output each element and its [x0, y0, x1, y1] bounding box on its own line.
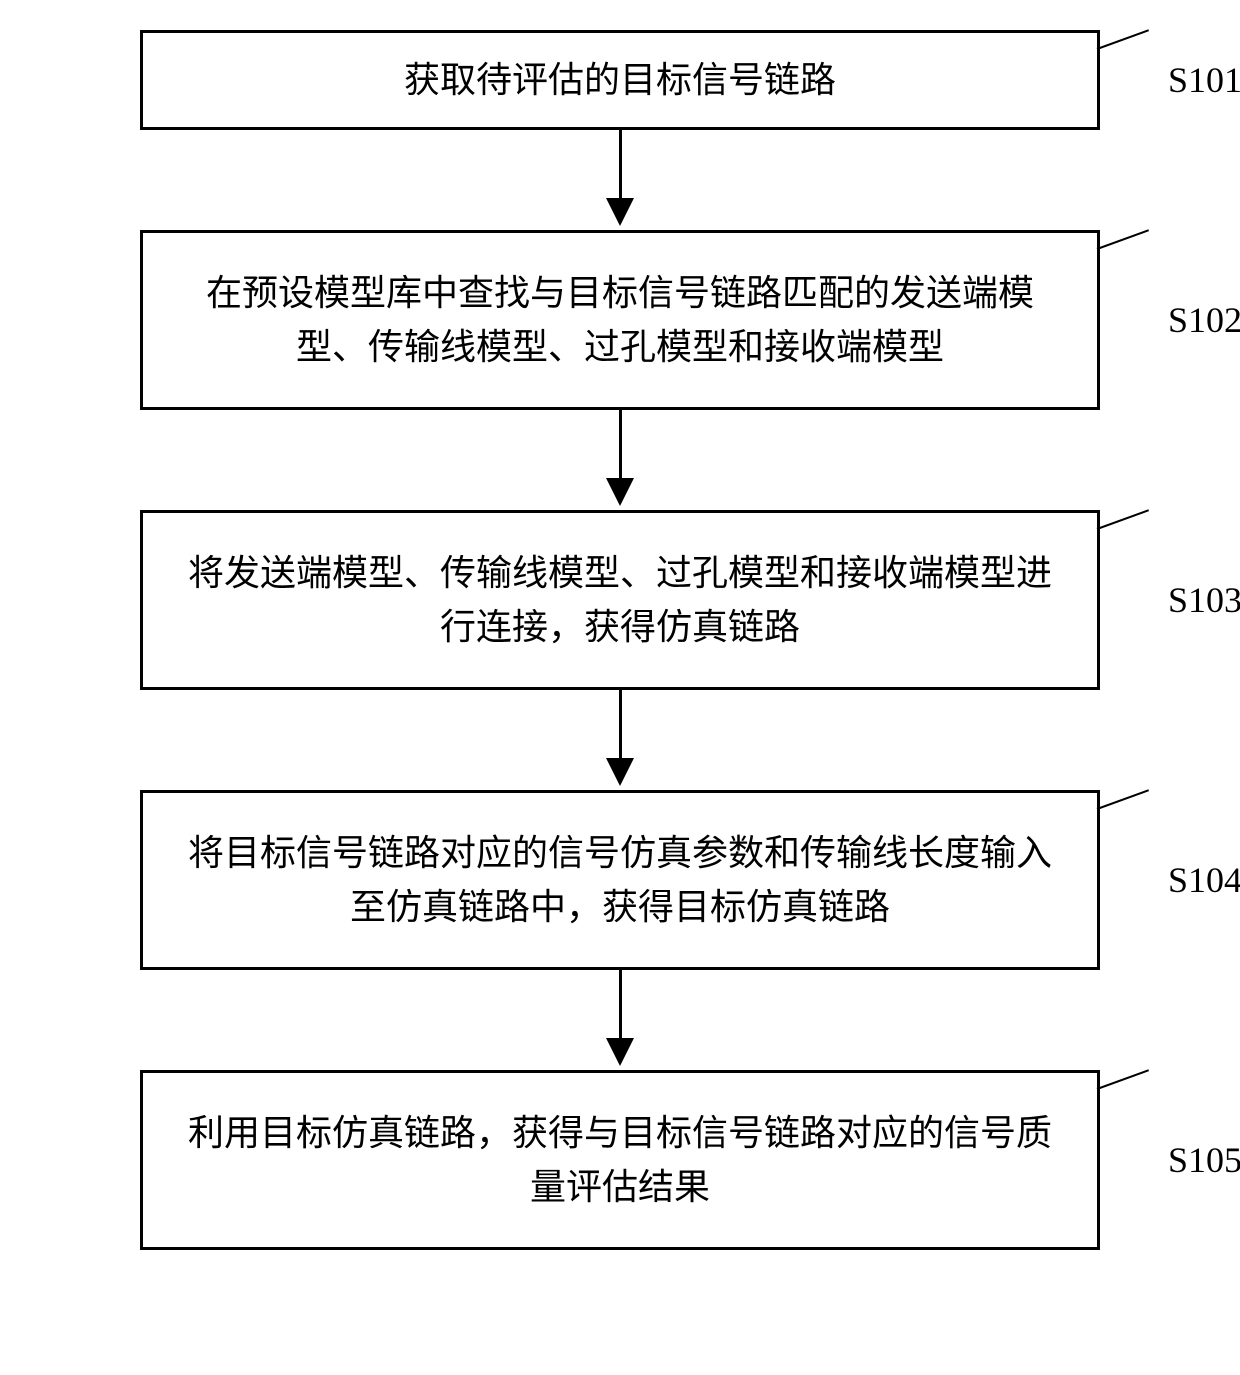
step-label: S104 [1168, 859, 1240, 901]
arrow-line [619, 970, 622, 1040]
step-box-s105: 利用目标仿真链路，获得与目标信号链路对应的信号质量评估结果 S105 [140, 1070, 1100, 1250]
step-label: S101 [1168, 59, 1240, 101]
arrow-head-icon [606, 478, 634, 506]
step-box-s104: 将目标信号链路对应的信号仿真参数和传输线长度输入至仿真链路中，获得目标仿真链路 … [140, 790, 1100, 970]
arrow-line [619, 690, 622, 760]
arrow-head-icon [606, 758, 634, 786]
step-label: S102 [1168, 299, 1240, 341]
arrow [60, 410, 1180, 510]
label-connector [1097, 229, 1149, 250]
step-text: 在预设模型库中查找与目标信号链路匹配的发送端模型、传输线模型、过孔模型和接收端模… [173, 266, 1067, 374]
step-box-s102: 在预设模型库中查找与目标信号链路匹配的发送端模型、传输线模型、过孔模型和接收端模… [140, 230, 1100, 410]
step-text: 利用目标仿真链路，获得与目标信号链路对应的信号质量评估结果 [173, 1106, 1067, 1214]
arrow-head-icon [606, 198, 634, 226]
step-text: 将目标信号链路对应的信号仿真参数和传输线长度输入至仿真链路中，获得目标仿真链路 [173, 826, 1067, 934]
label-connector [1097, 1069, 1149, 1090]
step-label: S105 [1168, 1139, 1240, 1181]
step-text: 获取待评估的目标信号链路 [404, 53, 836, 107]
arrow-head-icon [606, 1038, 634, 1066]
arrow-line [619, 410, 622, 480]
label-connector [1097, 789, 1149, 810]
label-connector [1097, 29, 1149, 50]
label-connector [1097, 509, 1149, 530]
step-label: S103 [1168, 579, 1240, 621]
arrow-line [619, 130, 622, 200]
step-box-s103: 将发送端模型、传输线模型、过孔模型和接收端模型进行连接，获得仿真链路 S103 [140, 510, 1100, 690]
arrow [60, 970, 1180, 1070]
step-box-s101: 获取待评估的目标信号链路 S101 [140, 30, 1100, 130]
flowchart-container: 获取待评估的目标信号链路 S101 在预设模型库中查找与目标信号链路匹配的发送端… [60, 30, 1180, 1250]
step-text: 将发送端模型、传输线模型、过孔模型和接收端模型进行连接，获得仿真链路 [173, 546, 1067, 654]
arrow [60, 130, 1180, 230]
arrow [60, 690, 1180, 790]
